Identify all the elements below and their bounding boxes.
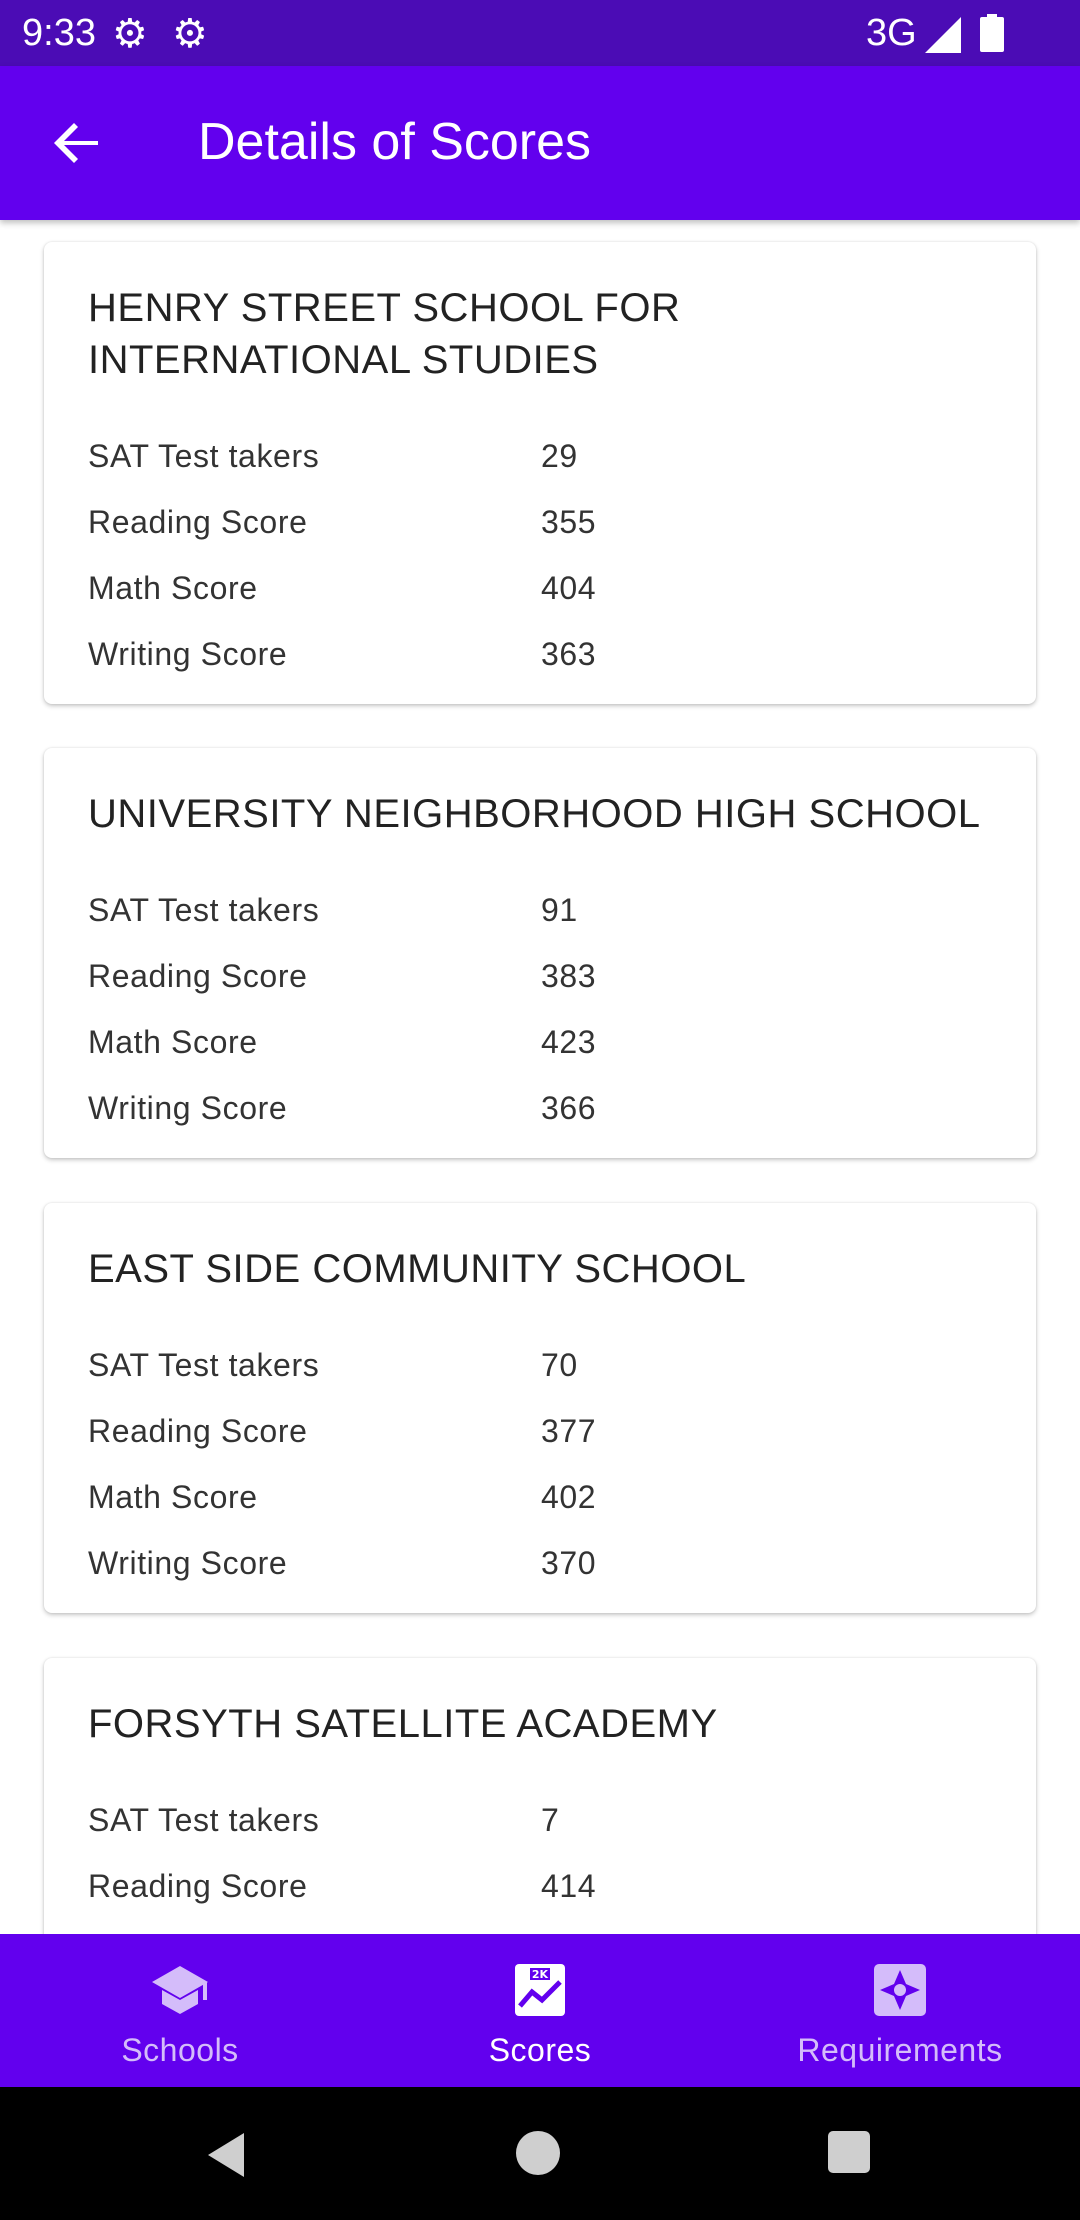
row-value: 29 xyxy=(541,438,578,474)
signal-icon xyxy=(925,17,961,53)
school-name: FORSYTH SATELLITE ACADEMY xyxy=(88,1702,718,1746)
settings-gear-outline-icon: ⚙ xyxy=(172,12,208,56)
row-value: 363 xyxy=(541,636,597,672)
row-label: Reading Score xyxy=(88,958,308,994)
row-value: 355 xyxy=(541,504,597,540)
system-navigation-bar xyxy=(0,2087,1080,2220)
status-time: 9:33 xyxy=(22,12,96,54)
requirements-icon xyxy=(874,1964,926,2016)
school-name: HENRY STREET SCHOOL FOR INTERNATIONAL ST… xyxy=(88,286,681,382)
nav-recents-icon[interactable] xyxy=(828,2131,870,2173)
nav-back-icon[interactable] xyxy=(204,2131,248,2179)
row-label: SAT Test takers xyxy=(88,892,320,928)
row-label: Math Score xyxy=(88,1024,258,1060)
arrow-back-icon[interactable] xyxy=(46,111,110,175)
row-value: 377 xyxy=(541,1413,597,1449)
row-label: SAT Test takers xyxy=(88,438,320,474)
score-card: UNIVERSITY NEIGHBORHOOD HIGH SCHOOL SAT … xyxy=(44,748,1036,1158)
scores-chart-icon: 2K xyxy=(515,1964,565,2016)
school-icon xyxy=(152,1966,208,2014)
status-network-label: 3G xyxy=(866,12,917,54)
row-value: 383 xyxy=(541,958,597,994)
row-label: Reading Score xyxy=(88,504,308,540)
settings-gear-icon: ⚙ xyxy=(112,12,148,56)
score-card: FORSYTH SATELLITE ACADEMY SAT Test taker… xyxy=(44,1658,1036,1934)
row-label: Writing Score xyxy=(88,1545,288,1581)
row-label: Math Score xyxy=(88,1479,258,1515)
school-name: EAST SIDE COMMUNITY SCHOOL xyxy=(88,1247,747,1291)
row-value: 370 xyxy=(541,1545,597,1581)
row-label: Reading Score xyxy=(88,1868,308,1904)
row-label: Writing Score xyxy=(88,636,288,672)
row-value: 402 xyxy=(541,1479,597,1515)
score-card: HENRY STREET SCHOOL FOR INTERNATIONAL ST… xyxy=(44,242,1036,704)
row-label: SAT Test takers xyxy=(88,1802,320,1838)
bottom-navigation: Schools 2K Scores Requirements xyxy=(0,1934,1080,2087)
school-name: UNIVERSITY NEIGHBORHOOD HIGH SCHOOL xyxy=(88,792,981,836)
nav-label-schools: Schools xyxy=(121,2032,239,2068)
nav-item-requirements[interactable]: Requirements xyxy=(720,1934,1080,2087)
row-value: 423 xyxy=(541,1024,597,1060)
score-card: EAST SIDE COMMUNITY SCHOOL SAT Test take… xyxy=(44,1203,1036,1613)
app-bar: Details of Scores xyxy=(0,66,1080,220)
row-value: 366 xyxy=(541,1090,597,1126)
row-label: Writing Score xyxy=(88,1090,288,1126)
nav-label-scores: Scores xyxy=(488,2032,592,2068)
row-value: 7 xyxy=(541,1802,560,1838)
nav-home-icon[interactable] xyxy=(516,2131,560,2175)
row-value: 414 xyxy=(541,1868,597,1904)
row-value: 91 xyxy=(541,892,578,928)
nav-item-scores[interactable]: 2K Scores xyxy=(360,1934,720,2087)
row-label: SAT Test takers xyxy=(88,1347,320,1383)
nav-item-schools[interactable]: Schools xyxy=(0,1934,360,2087)
row-value: 70 xyxy=(541,1347,578,1383)
scores-list[interactable]: HENRY STREET SCHOOL FOR INTERNATIONAL ST… xyxy=(0,220,1080,1934)
row-label: Math Score xyxy=(88,570,258,606)
page-title: Details of Scores xyxy=(198,113,592,171)
row-value: 404 xyxy=(541,570,597,606)
svg-text:2K: 2K xyxy=(532,1968,549,1981)
battery-icon xyxy=(980,14,1004,52)
nav-label-requirements: Requirements xyxy=(797,2032,1003,2068)
row-label: Reading Score xyxy=(88,1413,308,1449)
status-bar: 9:33 ⚙ ⚙ 3G xyxy=(0,0,1080,66)
